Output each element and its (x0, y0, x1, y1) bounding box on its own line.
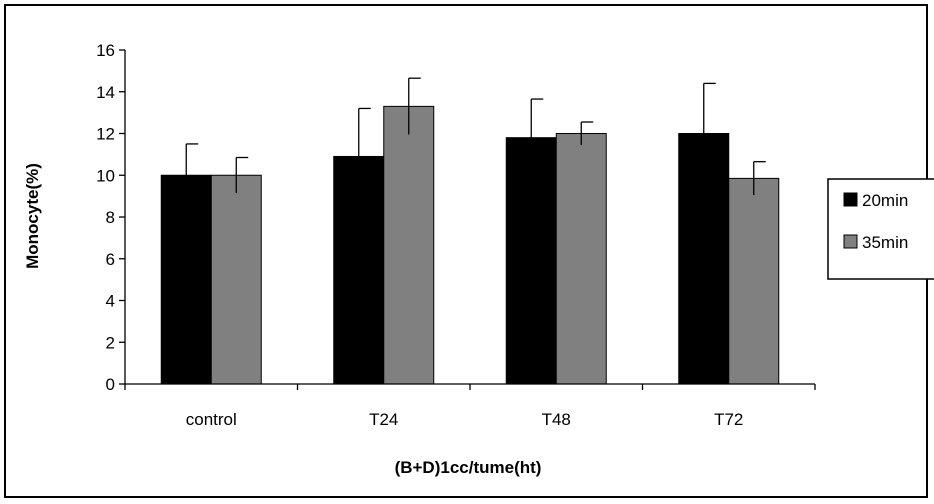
legend-swatch-20min (843, 192, 858, 207)
axes-layer (119, 49, 816, 390)
y-tick-label: 16 (96, 41, 115, 60)
bar-35min-control (210, 174, 262, 385)
legend-swatch-35min (843, 234, 858, 249)
x-axis-title: (B+D)1cc/tume(ht) (395, 458, 542, 477)
x-tick-label: control (186, 410, 237, 429)
error-bars-layer (185, 77, 766, 207)
y-tick-label: 14 (96, 83, 115, 102)
bar-35min-T24 (383, 105, 435, 385)
y-tick-label: 2 (106, 333, 115, 352)
legend: 20min 35min (827, 178, 934, 280)
bars-layer (160, 105, 780, 385)
bar-35min-T72 (728, 177, 780, 385)
labels-layer: control T24 T48 T72 0 2 4 6 8 10 12 14 16 (96, 41, 743, 429)
y-axis-title: Monocyte(%) (23, 163, 42, 269)
x-tick-label: T48 (542, 410, 571, 429)
y-tick-label: 6 (106, 250, 115, 269)
bar-35min-T48 (555, 133, 607, 385)
x-tick-label: T24 (369, 410, 398, 429)
y-tick-label: 10 (96, 166, 115, 185)
legend-label-35min: 35min (862, 233, 908, 252)
legend-label-20min: 20min (862, 191, 908, 210)
y-tick-label: 0 (106, 375, 115, 394)
y-tick-label: 4 (106, 292, 115, 311)
y-tick-label: 8 (106, 208, 115, 227)
bar-20min-control (160, 174, 212, 385)
x-tick-label: T72 (714, 410, 743, 429)
y-tick-label: 12 (96, 125, 115, 144)
bar-20min-T48 (505, 137, 557, 385)
